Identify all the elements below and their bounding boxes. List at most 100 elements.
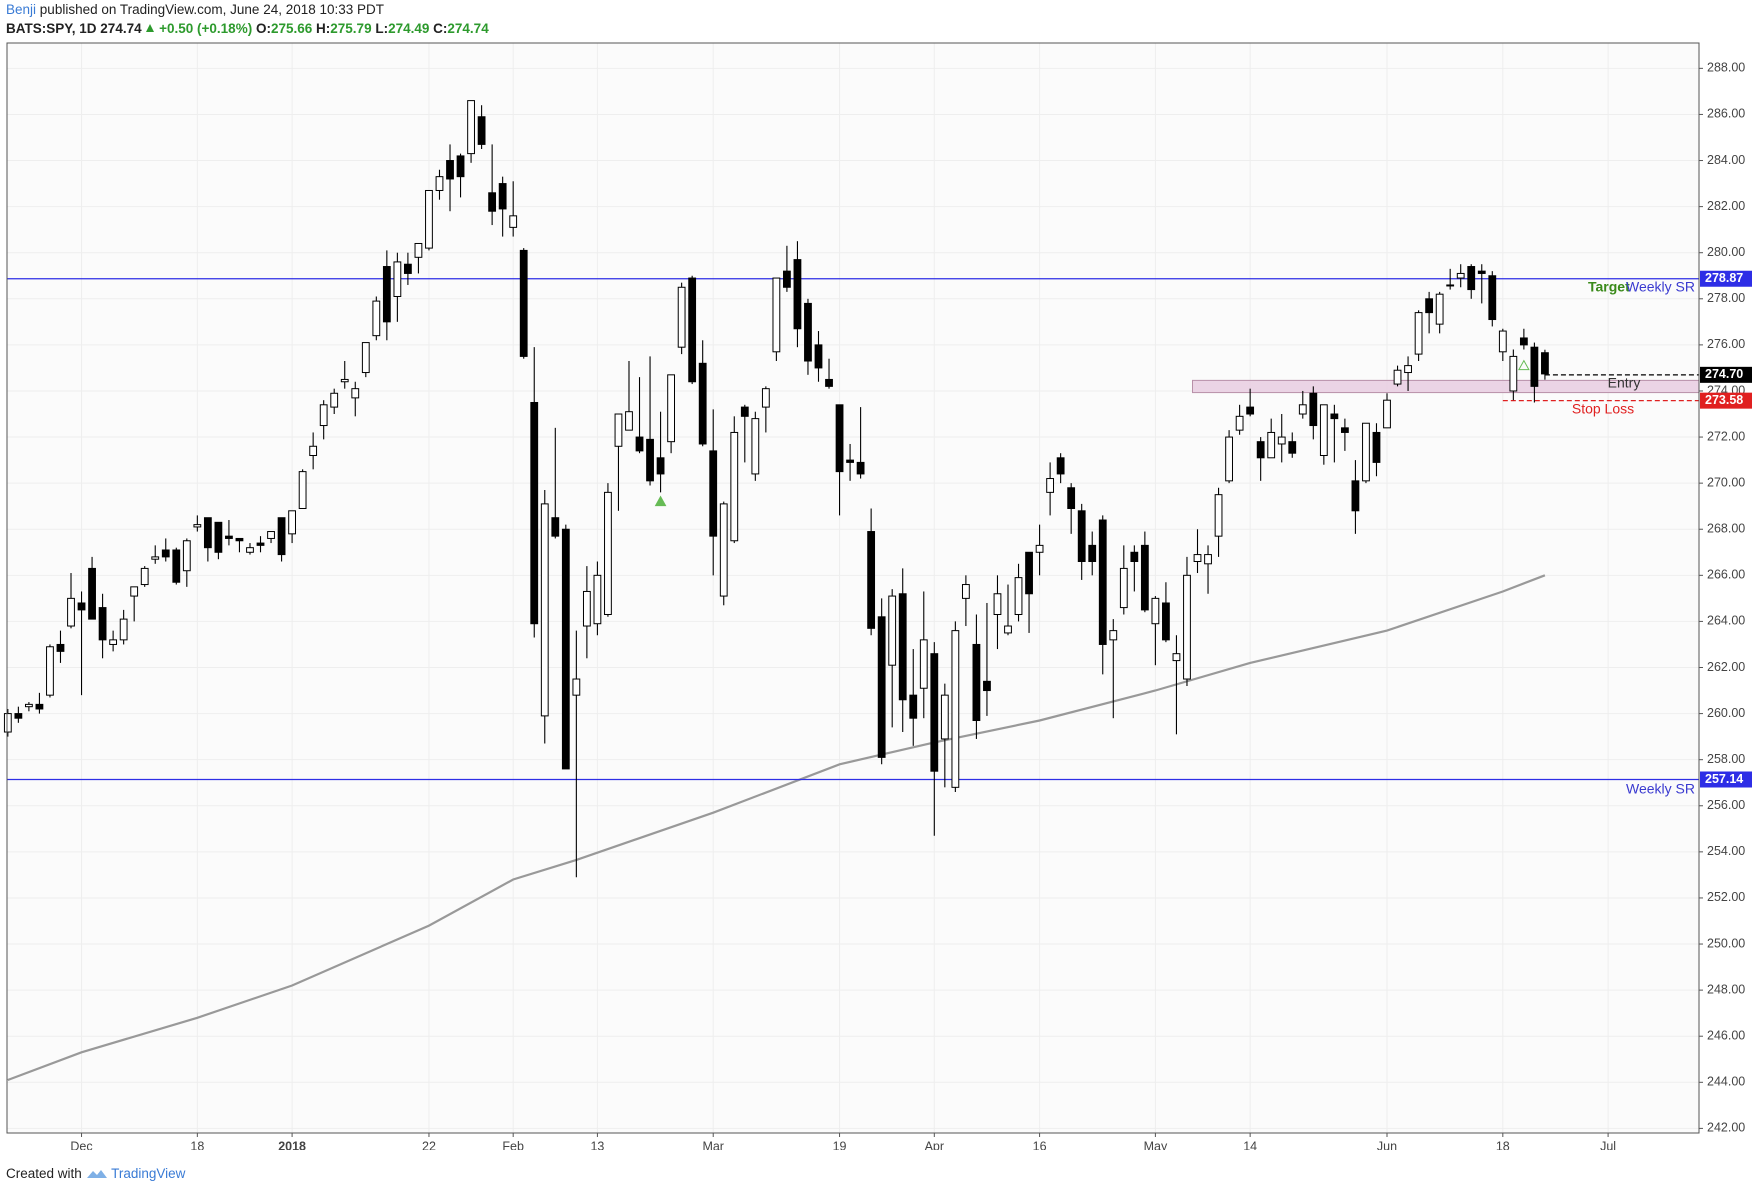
candle-body (1340, 427, 1349, 433)
candle-body (1446, 284, 1455, 287)
candle-body (193, 524, 202, 528)
candle-body (67, 597, 75, 627)
x-tick-label: 19 (833, 1139, 847, 1150)
candle-body (88, 567, 96, 620)
candle-body (456, 155, 465, 178)
candle-body (656, 457, 665, 475)
candle-body (35, 703, 44, 710)
y-tick-label: 266.00 (1707, 568, 1745, 582)
candle-body (330, 392, 339, 408)
candle-body (46, 646, 54, 696)
candle-body (814, 344, 823, 369)
candle-body (3, 713, 12, 733)
candle-body (203, 517, 212, 549)
candle-body (151, 556, 160, 560)
candle-body (309, 445, 318, 456)
plot-area (7, 43, 1699, 1133)
candle-body (119, 618, 128, 641)
candle-body (1025, 551, 1033, 595)
candle-body (225, 535, 233, 539)
candle-body (888, 595, 897, 666)
candle-body (172, 549, 181, 583)
candle-body (930, 653, 939, 772)
candle-body (404, 263, 412, 274)
candle-body (246, 547, 254, 553)
candle-body (825, 378, 833, 387)
candle-body (698, 362, 707, 445)
y-tick-label: 248.00 (1707, 982, 1745, 996)
x-tick-label: 14 (1243, 1139, 1257, 1150)
candle-body (940, 694, 949, 740)
candle-body (1056, 457, 1065, 475)
candle-body (488, 192, 497, 212)
y-tick-label: 250.00 (1707, 936, 1745, 950)
candle-body (1098, 519, 1107, 645)
x-tick-label: Mar (702, 1139, 724, 1150)
candle-body (382, 266, 391, 323)
y-tick-label: 260.00 (1707, 706, 1745, 720)
candle-body (1267, 431, 1276, 459)
candle-body (298, 471, 307, 509)
candle-body (1425, 298, 1434, 314)
annotation: Entry (1608, 375, 1641, 391)
candle-body (425, 189, 433, 249)
candle-body (1109, 630, 1118, 641)
x-tick-label: Jun (1377, 1139, 1397, 1150)
candle-body (761, 388, 770, 408)
candle-body (1140, 544, 1149, 611)
candle-body (561, 528, 570, 770)
candle-body (1246, 406, 1255, 415)
candle-body (1404, 365, 1412, 374)
y-tick-label: 246.00 (1707, 1029, 1745, 1043)
candle-body (993, 593, 1002, 616)
candle-body (319, 404, 328, 427)
candle-body (551, 517, 560, 537)
symbol: BATS:SPY, 1D (6, 21, 97, 36)
candle-body (1319, 404, 1328, 456)
candle-body (351, 388, 360, 399)
price-tag-label: 278.87 (1705, 271, 1743, 285)
x-tick-label: Apr (925, 1139, 944, 1150)
candle-body (1204, 554, 1212, 565)
candle-body (161, 549, 170, 558)
y-tick-label: 268.00 (1707, 522, 1745, 536)
signal-marker (654, 495, 667, 507)
candle-body (1225, 436, 1233, 482)
candle-body (1488, 275, 1497, 321)
candle-body (1362, 422, 1370, 482)
candle-body (519, 249, 528, 357)
y-tick-label: 272.00 (1707, 429, 1745, 443)
x-tick-label: 18 (190, 1139, 204, 1150)
y-tick-label: 244.00 (1707, 1075, 1745, 1089)
y-tick-label: 258.00 (1707, 752, 1745, 766)
candle-body (1014, 577, 1023, 616)
candle-body (1435, 293, 1444, 325)
candle-body (277, 517, 286, 556)
candle-body (783, 270, 791, 288)
l-label: L: (375, 21, 389, 36)
candle-body (919, 639, 928, 689)
candle-body (1541, 352, 1549, 375)
y-tick-label: 270.00 (1707, 475, 1745, 489)
candle-body (877, 616, 886, 758)
candle-body (635, 436, 644, 452)
x-tick-label: 13 (590, 1139, 604, 1150)
price-tag (1700, 366, 1752, 383)
author[interactable]: Benji (6, 2, 37, 17)
candle-body (1277, 436, 1286, 445)
candle-body (256, 542, 265, 546)
y-tick-label: 262.00 (1707, 660, 1745, 674)
c-value: 274.74 (447, 21, 489, 36)
moving-average (7, 574, 1546, 1082)
brand[interactable]: TradingView (111, 1166, 186, 1181)
candle-body (572, 678, 581, 696)
candle-body (646, 438, 654, 482)
candle-body (182, 540, 191, 572)
candle-body (1298, 404, 1307, 415)
candle-body (793, 259, 802, 330)
candle-body (898, 593, 907, 701)
candle-body (909, 694, 918, 719)
candle-body (1035, 544, 1044, 553)
candle-body (340, 378, 349, 383)
